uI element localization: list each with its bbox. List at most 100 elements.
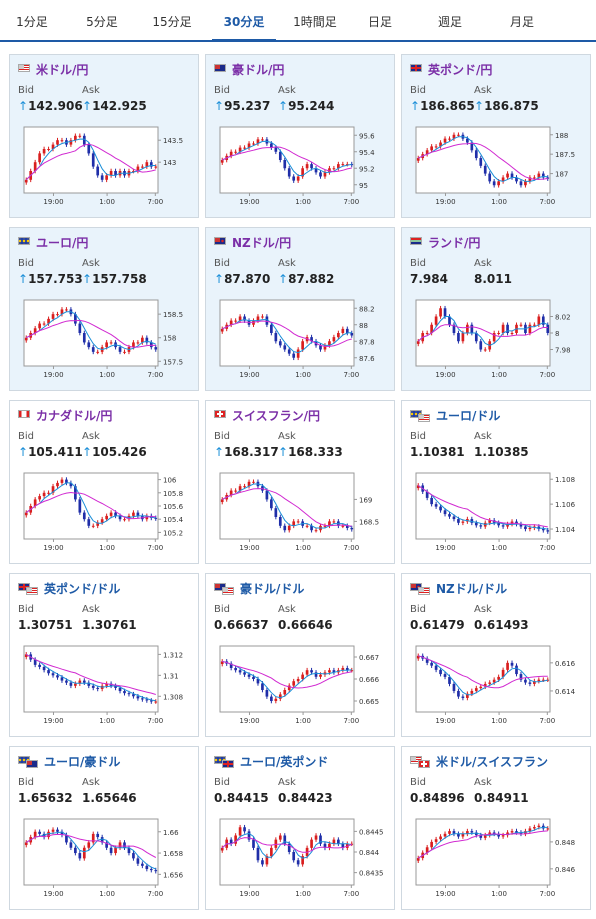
- pair-title[interactable]: NZドル/ドル: [410, 580, 507, 596]
- x-tick-label: 7:00: [539, 890, 555, 898]
- ma-fast-line: [25, 831, 156, 870]
- currency-card[interactable]: NZドル/円 Bid Ask ↑87.870 ↑87.882 88.2 88 87.8 87.6…: [205, 227, 395, 391]
- currency-card[interactable]: 英ポンド/ドル Bid Ask 1.30751 1.30761 1.312 1.31 1.30…: [9, 573, 199, 737]
- pair-title[interactable]: NZドル/円: [214, 234, 291, 250]
- candle: [497, 676, 500, 680]
- ma-slow-line: [25, 319, 156, 348]
- currency-card[interactable]: ユーロ/豪ドル Bid Ask 1.65632 1.65646 1.66 1.658 1.65…: [9, 746, 199, 910]
- candle: [238, 827, 242, 836]
- candle: [305, 525, 309, 527]
- up-arrow-icon: ↑: [278, 272, 289, 286]
- pair-title[interactable]: 豪ドル/ドル: [214, 580, 304, 596]
- currency-card[interactable]: ユーロ/ドル Bid Ask 1.10381 1.10385 1.108 1.106 1.10…: [401, 400, 591, 564]
- pair-title[interactable]: 米ドル/円: [18, 61, 88, 77]
- currency-card[interactable]: ランド/円 Bid Ask 7.984 8.011 8.02 8 7.98 19:00 1:00 7…: [401, 227, 591, 391]
- currency-card[interactable]: ユーロ/円 Bid Ask ↑157.753 ↑157.758 158.5 158 157.5…: [9, 227, 199, 391]
- tab-3[interactable]: 15分足: [152, 15, 192, 29]
- currency-card[interactable]: NZドル/ドル Bid Ask 0.61479 0.61493 0.616 0.614 19:…: [401, 573, 591, 737]
- candle: [243, 147, 246, 149]
- pair-name: NZドル/ドル: [436, 582, 508, 596]
- candlestick-chart[interactable]: 8.02 8 7.98 19:00 1:00 7:00: [410, 294, 582, 384]
- tab-6[interactable]: 日足: [367, 15, 392, 29]
- candlestick-chart[interactable]: 169 168.5 19:00 1:00 7:00: [214, 467, 386, 557]
- pair-title[interactable]: ユーロ/豪ドル: [18, 753, 120, 769]
- currency-card[interactable]: ユーロ/英ポンド Bid Ask 0.84415 0.84423 0.8445 0.844 0…: [205, 746, 395, 910]
- ask-value: 0.66646: [278, 618, 333, 632]
- currency-card[interactable]: 米ドル/円 Bid Ask ↑142.906 ↑142.925 143.5 143 19:00…: [9, 54, 199, 218]
- ma-slow-line: [222, 660, 352, 689]
- candle: [519, 324, 523, 326]
- tab-5[interactable]: 1時間足: [293, 15, 337, 29]
- y-tick-label: 1.108: [555, 476, 575, 484]
- candle: [457, 134, 460, 136]
- candlestick-chart[interactable]: 143.5 143 19:00 1:00 7:00: [18, 121, 190, 211]
- y-tick-label: 95.2: [359, 165, 375, 173]
- candle: [105, 842, 108, 848]
- candle: [141, 166, 144, 168]
- candle: [270, 847, 273, 857]
- candle: [483, 349, 487, 351]
- bid-label: Bid: [214, 431, 230, 442]
- candlestick-chart[interactable]: 188 187.5 187 19:00 1:00 7:00: [410, 121, 582, 211]
- pair-title[interactable]: ユーロ/英ポンド: [214, 753, 328, 769]
- candle: [265, 856, 269, 865]
- candle: [42, 323, 46, 325]
- candle: [60, 479, 64, 483]
- x-tick-label: 1:00: [99, 198, 115, 206]
- up-arrow-icon: ↑: [214, 99, 225, 113]
- candlestick-chart[interactable]: 88.2 88 87.8 87.6 19:00 1:00 7:00: [214, 294, 386, 384]
- pair-title[interactable]: カナダドル/円: [18, 407, 112, 423]
- candle: [127, 847, 131, 854]
- pair-title[interactable]: ユーロ/ドル: [410, 407, 500, 423]
- pair-title[interactable]: 豪ドル/円: [214, 61, 284, 77]
- candle: [314, 530, 318, 532]
- tab-2[interactable]: 5分足: [86, 15, 118, 29]
- candlestick-chart[interactable]: 106 105.8 105.6 105.4 105.2 19:00 1:00 7:00: [18, 467, 190, 557]
- pair-title[interactable]: 英ポンド/円: [410, 61, 492, 77]
- pair-title[interactable]: 英ポンド/ドル: [18, 580, 120, 596]
- candle: [332, 670, 336, 673]
- currency-card[interactable]: スイスフラン/円 Bid Ask ↑168.317 ↑168.333 169 168.5 19…: [205, 400, 395, 564]
- ask-label: Ask: [82, 258, 100, 269]
- candle: [439, 836, 442, 840]
- candlestick-chart[interactable]: 95.6 95.4 95.2 95 19:00 1:00 7:00: [214, 121, 386, 211]
- bid-number: 168.317: [224, 445, 279, 459]
- candlestick-chart[interactable]: 0.8445 0.844 0.8435 19:00 1:00 7:00: [214, 813, 386, 903]
- chart-svg: 158.5 158 157.5 19:00 1:00 7:00: [23, 299, 183, 379]
- ask-number: 0.66646: [278, 618, 333, 632]
- candle: [118, 347, 122, 352]
- tab-1[interactable]: 1分足: [16, 15, 48, 29]
- tab-7[interactable]: 週足: [437, 15, 462, 29]
- candlestick-chart[interactable]: 1.312 1.31 1.308 19:00 1:00 7:00: [18, 640, 190, 730]
- candlestick-chart[interactable]: 0.616 0.614 19:00 1:00 7:00: [410, 640, 582, 730]
- pair-title[interactable]: ランド/円: [410, 234, 480, 250]
- x-tick-label: 1:00: [99, 544, 115, 552]
- pair-title[interactable]: ユーロ/円: [18, 234, 88, 250]
- candlestick-chart[interactable]: 0.667 0.666 0.665 19:00 1:00 7:00: [214, 640, 386, 730]
- y-tick-label: 187: [555, 171, 568, 179]
- currency-card[interactable]: 豪ドル/ドル Bid Ask 0.66637 0.66646 0.667 0.666 0.66…: [205, 573, 395, 737]
- y-tick-label: 188: [555, 132, 568, 140]
- candlestick-chart[interactable]: 0.848 0.846 19:00 1:00 7:00: [410, 813, 582, 903]
- currency-card[interactable]: 英ポンド/円 Bid Ask ↑186.865 ↑186.875 188 187.5 187 1…: [401, 54, 591, 218]
- up-arrow-icon: ↑: [18, 272, 29, 286]
- candlestick-chart[interactable]: 158.5 158 157.5 19:00 1:00 7:00: [18, 294, 190, 384]
- candle: [100, 519, 104, 523]
- candlestick-chart[interactable]: 1.108 1.106 1.104 19:00 1:00 7:00: [410, 467, 582, 557]
- candle: [461, 333, 465, 342]
- candle: [528, 324, 532, 333]
- candle: [136, 342, 140, 344]
- currency-card[interactable]: 米ドル/スイスフラン Bid Ask 0.84896 0.84911 0.848 0.846…: [401, 746, 591, 910]
- candle: [78, 135, 82, 137]
- currency-card[interactable]: カナダドル/円 Bid Ask ↑105.411 ↑105.426 106 105.8 105…: [9, 400, 199, 564]
- candle: [56, 314, 59, 316]
- x-tick-label: 7:00: [343, 544, 359, 552]
- pair-title[interactable]: 米ドル/スイスフラン: [410, 753, 548, 769]
- tab-4[interactable]: 30分足: [212, 0, 276, 42]
- currency-card[interactable]: 豪ドル/円 Bid Ask ↑95.237 ↑95.244 95.6 95.4 95.2 95 1…: [205, 54, 395, 218]
- candlestick-chart[interactable]: 1.66 1.658 1.656 19:00 1:00 7:00: [18, 813, 190, 903]
- pair-title[interactable]: スイスフラン/円: [214, 407, 320, 423]
- tab-8[interactable]: 月足: [509, 15, 534, 29]
- candle: [91, 347, 95, 352]
- y-tick-label: 95: [359, 182, 368, 190]
